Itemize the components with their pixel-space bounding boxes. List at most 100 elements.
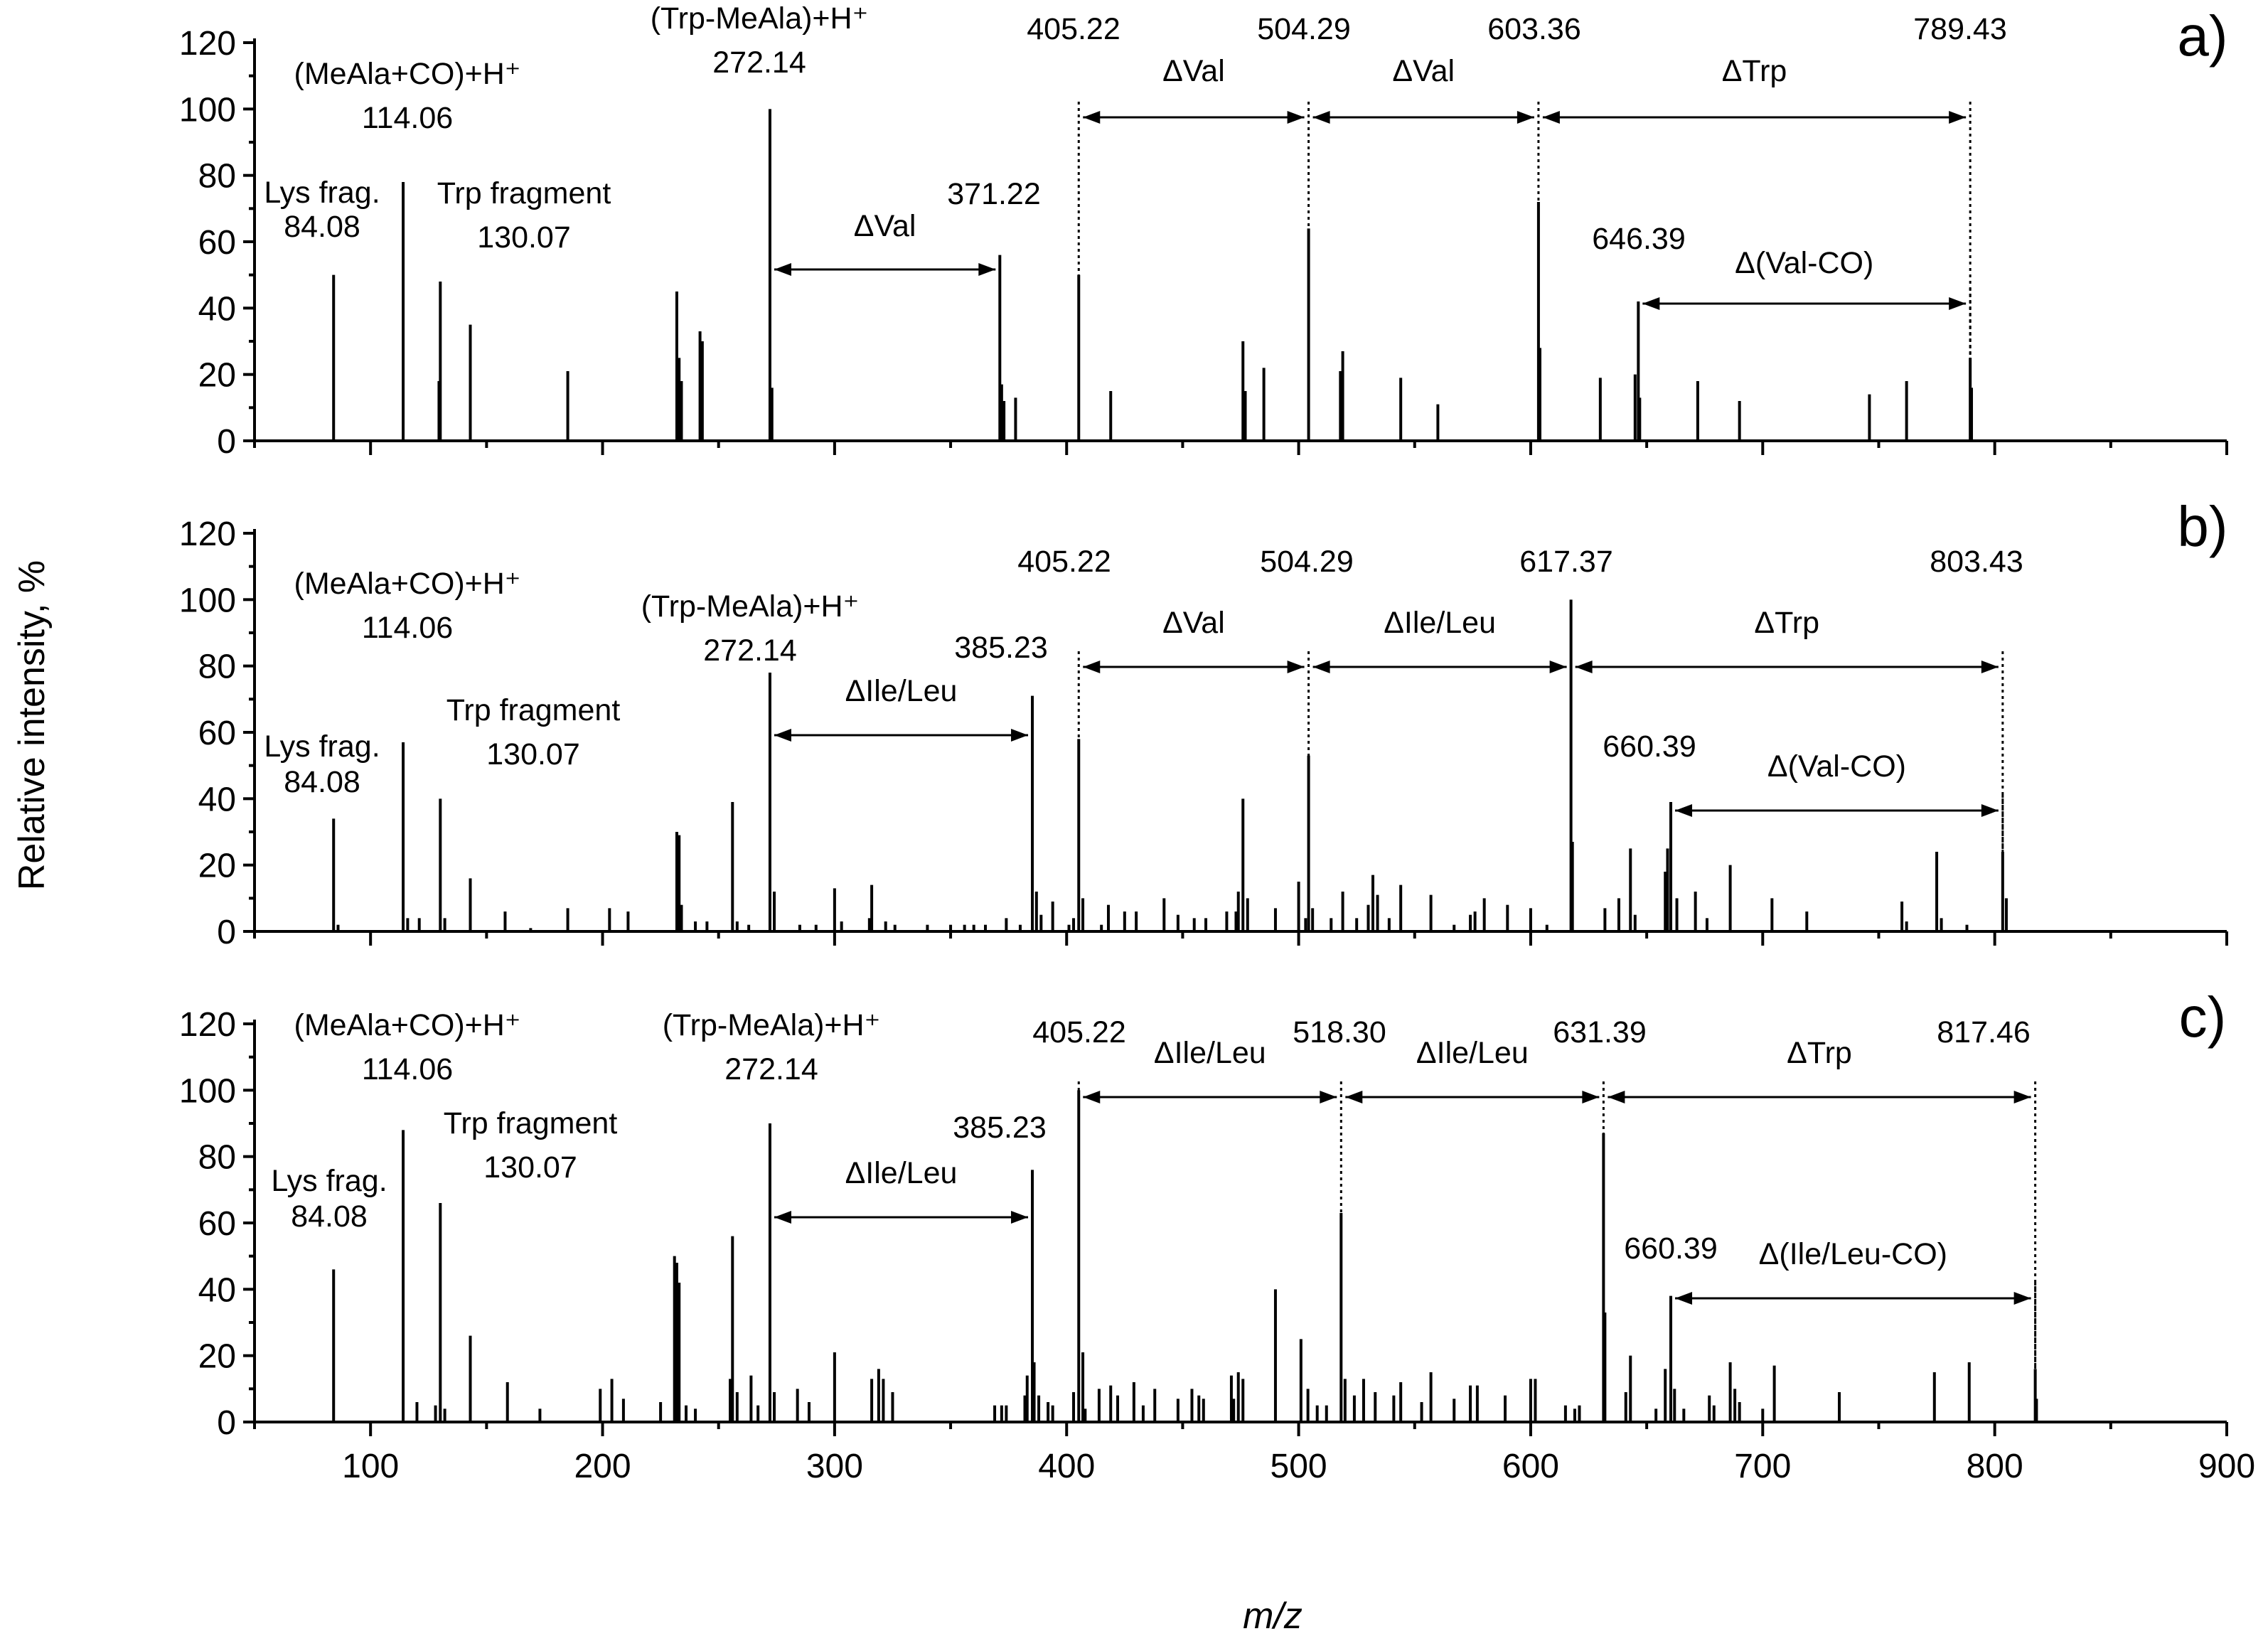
arrow-head-right: [978, 263, 996, 276]
spectrum-panel-b: 0 20 40 60 80 100 120 b) Lys frag.84.08 (MeAla+CO…: [179, 495, 2228, 951]
arrow-head-right: [1320, 1091, 1337, 1103]
x-axis-title: m/z: [1243, 1595, 1303, 1637]
x-tick-label: 600: [1502, 1448, 1559, 1485]
peak-annotation-p6: 660.39: [1603, 729, 1696, 764]
x-tick-label: 800: [1967, 1448, 2023, 1485]
arrow-head-left: [774, 729, 791, 742]
y-tick-label: 20: [198, 1338, 236, 1376]
y-tick-label: 60: [198, 1205, 236, 1243]
arrow-head-left: [1675, 804, 1693, 817]
delta-label: ΔTrp: [1722, 54, 1787, 88]
peak-annotation-trpfrag: 130.07: [486, 737, 580, 771]
arrow-head-right: [1949, 297, 1967, 310]
y-tick-label: 80: [198, 158, 236, 196]
y-tick-label: 40: [198, 781, 236, 818]
peak-annotation-p4: 631.39: [1553, 1015, 1647, 1049]
peak-annotation-p5: 803.43: [1930, 545, 2023, 579]
peak-annotation-meala: (MeAla+CO)+H⁺: [294, 567, 521, 601]
arrow-head-left: [1642, 297, 1660, 310]
peak-annotation-p1: 385.23: [954, 631, 1048, 665]
delta-label: ΔVal: [1162, 606, 1225, 640]
peak-annotation-lys: 84.08: [284, 210, 360, 244]
peak-annotation-p2: 405.22: [1017, 545, 1111, 579]
peak-annotation-trpfrag: Trp fragment: [444, 1106, 618, 1140]
arrow-head-right: [2013, 1292, 2031, 1305]
y-tick-label: 0: [217, 423, 236, 461]
delta-label: ΔTrp: [1787, 1036, 1852, 1070]
y-tick-label: 20: [198, 357, 236, 395]
x-tick-label: 700: [1734, 1448, 1791, 1485]
arrow-head-left: [1312, 111, 1330, 124]
peak-annotation-lys: 84.08: [284, 765, 360, 799]
arrow-head-right: [1287, 111, 1305, 124]
arrow-head-right: [1517, 111, 1534, 124]
peak-annotation-p4: 603.36: [1487, 12, 1581, 46]
arrow-head-right: [1981, 661, 1999, 673]
arrow-head-right: [1011, 1211, 1029, 1224]
delta-label: ΔVal: [1162, 54, 1225, 88]
arrow-head-right: [1549, 661, 1567, 673]
y-tick-label: 120: [179, 515, 236, 553]
y-axis-title: Relative intensity, %: [11, 560, 53, 890]
arrow-head-left: [1575, 661, 1593, 673]
peak-annotation-lys: Lys frag.: [271, 1164, 387, 1198]
y-tick-label: 60: [198, 715, 236, 752]
spectrum-panel-c: 0 20 40 60 80 100 120 100 200 300 400 500 600 700 800 9…: [179, 985, 2255, 1485]
x-tick-label: 300: [806, 1448, 863, 1485]
arrow-head-left: [774, 263, 791, 276]
arrow-head-right: [2013, 1091, 2031, 1103]
arrow-head-left: [1345, 1091, 1363, 1103]
arrow-head-left: [1542, 111, 1560, 124]
peak-annotation-meala: (MeAla+CO)+H⁺: [294, 1008, 521, 1042]
y-tick-label: 20: [198, 848, 236, 885]
peak-annotation-trpmeala: 272.14: [724, 1052, 818, 1086]
y-tick-label: 40: [198, 290, 236, 328]
panel-label: b): [2177, 495, 2227, 558]
y-tick-label: 0: [217, 1404, 236, 1442]
y-tick-label: 120: [179, 1006, 236, 1044]
peak-annotation-trpfrag: 130.07: [483, 1150, 577, 1185]
peak-annotation-p4: 617.37: [1519, 545, 1613, 579]
delta-label: Δ(Ile/Leu-CO): [1759, 1237, 1947, 1271]
peak-annotation-p5: 817.46: [1937, 1015, 2031, 1049]
y-tick-label: 120: [179, 25, 236, 63]
delta-label: ΔIle/Leu: [1384, 606, 1496, 640]
peak-annotation-meala: 114.06: [362, 1052, 453, 1086]
x-tick-label: 100: [342, 1448, 399, 1485]
peak-annotation-meala: (MeAla+CO)+H⁺: [294, 57, 521, 91]
delta-label: ΔIle/Leu: [845, 1156, 958, 1190]
delta-label: Δ(Val-CO): [1767, 749, 1906, 784]
peak-annotation-p6: 646.39: [1592, 222, 1686, 256]
x-tick-label: 400: [1038, 1448, 1095, 1485]
peak-annotation-meala: 114.06: [362, 611, 453, 645]
peak-annotation-p5: 789.43: [1913, 12, 2007, 46]
peak-annotation-lys: 84.08: [291, 1199, 368, 1234]
y-tick-label: 100: [179, 91, 236, 129]
spectrum-panel-a: 0 20 40 60 80 100 120 a) Lys frag.84.08 (MeAla+CO…: [179, 1, 2228, 461]
peak-annotation-p1: 385.23: [953, 1111, 1047, 1145]
peak-annotation-lys: Lys frag.: [264, 729, 380, 764]
peak-annotation-p2: 405.22: [1032, 1015, 1126, 1049]
delta-label: ΔTrp: [1754, 606, 1819, 640]
x-tick-label: 200: [574, 1448, 631, 1485]
arrow-head-left: [1312, 661, 1330, 673]
peak-annotation-trpmeala: (Trp-MeAla)+H⁺: [641, 589, 860, 624]
arrow-head-right: [1949, 111, 1967, 124]
peak-annotation-trpmeala: (Trp-MeAla)+H⁺: [651, 1, 869, 36]
arrow-head-right: [1981, 804, 1999, 817]
peak-annotation-p6: 660.39: [1624, 1231, 1718, 1266]
delta-label: Δ(Val-CO): [1735, 246, 1873, 280]
delta-label: ΔVal: [854, 209, 916, 243]
arrow-head-right: [1582, 1091, 1600, 1103]
panel-label: a): [2177, 4, 2227, 68]
peak-annotation-trpmeala: 272.14: [703, 634, 797, 668]
peak-annotation-p3: 518.30: [1293, 1015, 1386, 1049]
peak-annotation-lys: Lys frag.: [264, 176, 380, 210]
peak-annotation-trpfrag: 130.07: [477, 220, 571, 255]
peak-annotation-p3: 504.29: [1257, 12, 1351, 46]
peak-annotation-trpmeala: (Trp-MeAla)+H⁺: [663, 1008, 881, 1042]
arrow-head-right: [1011, 729, 1029, 742]
y-tick-label: 40: [198, 1271, 236, 1309]
y-tick-label: 0: [217, 914, 236, 951]
